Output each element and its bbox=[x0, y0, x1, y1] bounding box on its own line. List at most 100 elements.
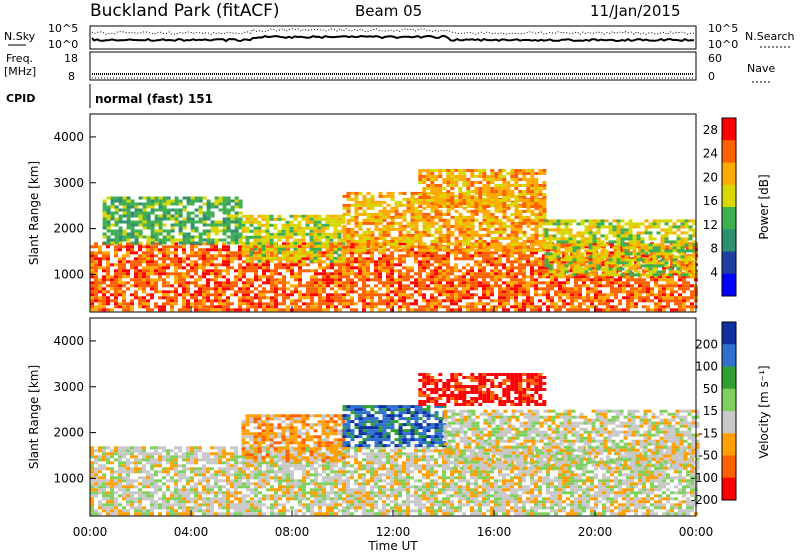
heatmap-cell bbox=[234, 278, 238, 282]
heatmap-cell bbox=[346, 260, 350, 264]
heatmap-cell bbox=[114, 223, 119, 227]
heatmap-cell bbox=[106, 296, 110, 300]
heatmap-cell bbox=[257, 220, 262, 224]
heatmap-cell bbox=[546, 305, 550, 309]
heatmap-cell bbox=[134, 266, 138, 270]
heatmap-cell bbox=[170, 245, 174, 249]
heatmap-cell bbox=[612, 225, 617, 229]
heatmap-cell bbox=[530, 193, 535, 196]
heatmap-cell bbox=[354, 215, 359, 219]
heatmap-cell bbox=[154, 269, 158, 273]
heatmap-cell bbox=[230, 293, 234, 297]
heatmap-cell bbox=[534, 293, 538, 297]
heatmap-cell bbox=[202, 275, 206, 279]
heatmap-cell bbox=[378, 218, 383, 222]
heatmap-cell bbox=[122, 232, 127, 236]
heatmap-cell bbox=[494, 215, 499, 219]
heatmap-cell bbox=[538, 202, 543, 205]
heatmap-cell bbox=[390, 224, 395, 228]
heatmap-cell bbox=[258, 263, 262, 267]
heatmap-cell bbox=[458, 190, 463, 193]
heatmap-cell bbox=[406, 197, 411, 201]
heatmap-cell bbox=[612, 240, 617, 244]
heatmap-cell bbox=[102, 290, 106, 294]
heatmap-cell bbox=[582, 302, 586, 306]
heatmap-cell bbox=[234, 269, 238, 273]
heatmap-cell bbox=[206, 223, 211, 227]
heatmap-cell bbox=[546, 290, 550, 294]
heatmap-cell bbox=[278, 293, 282, 297]
heatmap-cell bbox=[362, 266, 366, 270]
heatmap-cell bbox=[650, 257, 654, 261]
heatmap-cell bbox=[446, 269, 450, 273]
heatmap-cell bbox=[174, 251, 178, 255]
heatmap-cell bbox=[414, 224, 419, 228]
heatmap-cell bbox=[370, 218, 375, 222]
heatmap-cell bbox=[542, 254, 546, 258]
heatmap-cell bbox=[134, 272, 138, 276]
heatmap-cell bbox=[462, 184, 467, 187]
heatmap-cell bbox=[238, 217, 243, 221]
heatmap-cell bbox=[346, 278, 350, 282]
heatmap-cell bbox=[274, 287, 278, 291]
heatmap-cell bbox=[562, 242, 566, 246]
heatmap-cell bbox=[262, 296, 266, 300]
heatmap-cell bbox=[612, 228, 617, 232]
heatmap-cell bbox=[90, 275, 94, 279]
heatmap-cell bbox=[198, 299, 202, 303]
heatmap-cell bbox=[118, 196, 123, 200]
heatmap-cell bbox=[253, 238, 258, 242]
heatmap-cell bbox=[458, 290, 462, 294]
heatmap-cell bbox=[414, 212, 419, 216]
heatmap-cell bbox=[486, 187, 491, 190]
heatmap-cell bbox=[530, 251, 534, 255]
heatmap-cell bbox=[162, 263, 166, 267]
heatmap-cell bbox=[202, 263, 206, 267]
heatmap-cell bbox=[486, 175, 491, 178]
heatmap-cell bbox=[130, 202, 135, 206]
heatmap-cell bbox=[354, 242, 359, 246]
heatmap-cell bbox=[370, 290, 374, 294]
heatmap-cell bbox=[594, 296, 598, 300]
heatmap-cell bbox=[378, 281, 382, 285]
heatmap-cell bbox=[114, 272, 118, 276]
heatmap-cell bbox=[652, 237, 657, 241]
heatmap-cell bbox=[494, 196, 499, 199]
heatmap-cell bbox=[542, 266, 546, 270]
heatmap-cell bbox=[261, 259, 266, 263]
heatmap-cell bbox=[614, 293, 618, 297]
heatmap-cell bbox=[285, 238, 290, 242]
heatmap-cell bbox=[190, 199, 195, 203]
heatmap-cell bbox=[610, 308, 614, 312]
heatmap-cell bbox=[534, 263, 538, 267]
heatmap-cell bbox=[522, 305, 526, 309]
heatmap-cell bbox=[314, 287, 318, 291]
heatmap-cell bbox=[266, 305, 270, 309]
heatmap-cell bbox=[394, 248, 399, 252]
heatmap-cell bbox=[490, 203, 495, 207]
heatmap-cell bbox=[238, 296, 242, 300]
heatmap-cell bbox=[245, 214, 250, 218]
heatmap-cell bbox=[498, 275, 502, 279]
heatmap-cell bbox=[534, 308, 538, 312]
heatmap-cell bbox=[422, 233, 427, 237]
heatmap-cell bbox=[370, 203, 375, 207]
heatmap-cell bbox=[182, 208, 187, 212]
heatmap-cell bbox=[510, 193, 515, 196]
heatmap-cell bbox=[650, 251, 654, 255]
heatmap-cell bbox=[278, 266, 282, 270]
heatmap-cell bbox=[378, 302, 382, 306]
heatmap-cell bbox=[402, 275, 406, 279]
heatmap-cell bbox=[366, 200, 371, 204]
heatmap-cell bbox=[346, 203, 351, 207]
heatmap-cell bbox=[538, 239, 543, 243]
heatmap-cell bbox=[166, 266, 170, 270]
heatmap-cell bbox=[301, 226, 306, 230]
heatmap-cell bbox=[486, 296, 490, 300]
heatmap-cell bbox=[478, 193, 483, 196]
heatmap-cell bbox=[130, 229, 135, 233]
heatmap-cell bbox=[578, 275, 582, 279]
heatmap-cell bbox=[334, 290, 338, 294]
heatmap-cell bbox=[514, 181, 519, 184]
heatmap-cell bbox=[122, 202, 127, 206]
